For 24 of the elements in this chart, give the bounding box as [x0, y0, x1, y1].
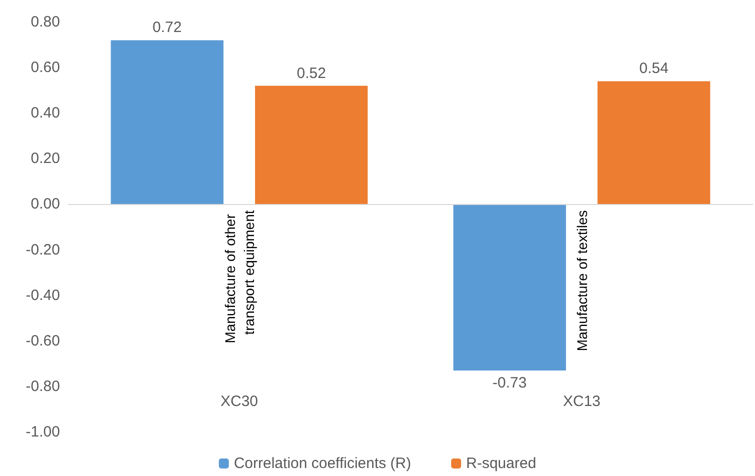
data-label: 0.72 — [152, 19, 182, 36]
y-tick-label: -0.20 — [26, 241, 60, 258]
annotation: Manufacture of textiles — [574, 210, 590, 352]
y-tick-label: -1.00 — [26, 424, 60, 440]
bar — [453, 204, 566, 370]
y-tick-label: 0.40 — [30, 104, 60, 122]
y-tick-label: -0.60 — [26, 332, 60, 350]
bar — [255, 86, 368, 204]
x-tick-label: XC30 — [220, 393, 258, 410]
x-tick-label: XC13 — [562, 393, 601, 410]
annotation: Manufacture of other transport equipment — [222, 210, 257, 344]
y-tick-label: 0.60 — [30, 59, 60, 76]
data-label: 0.52 — [296, 64, 326, 82]
legend-label: R-squared — [466, 455, 536, 472]
y-tick-label: 0.00 — [30, 196, 60, 213]
y-tick-label: 0.80 — [30, 14, 60, 30]
y-tick-label: -0.80 — [26, 378, 60, 395]
data-label: -0.73 — [492, 374, 527, 392]
data-label: 0.54 — [639, 60, 668, 78]
legend-label: Correlation coefficients (R) — [234, 455, 412, 472]
y-tick-label: 0.20 — [30, 150, 60, 168]
bar — [110, 40, 224, 204]
y-tick-label: -0.40 — [26, 286, 60, 304]
bar — [598, 81, 710, 204]
